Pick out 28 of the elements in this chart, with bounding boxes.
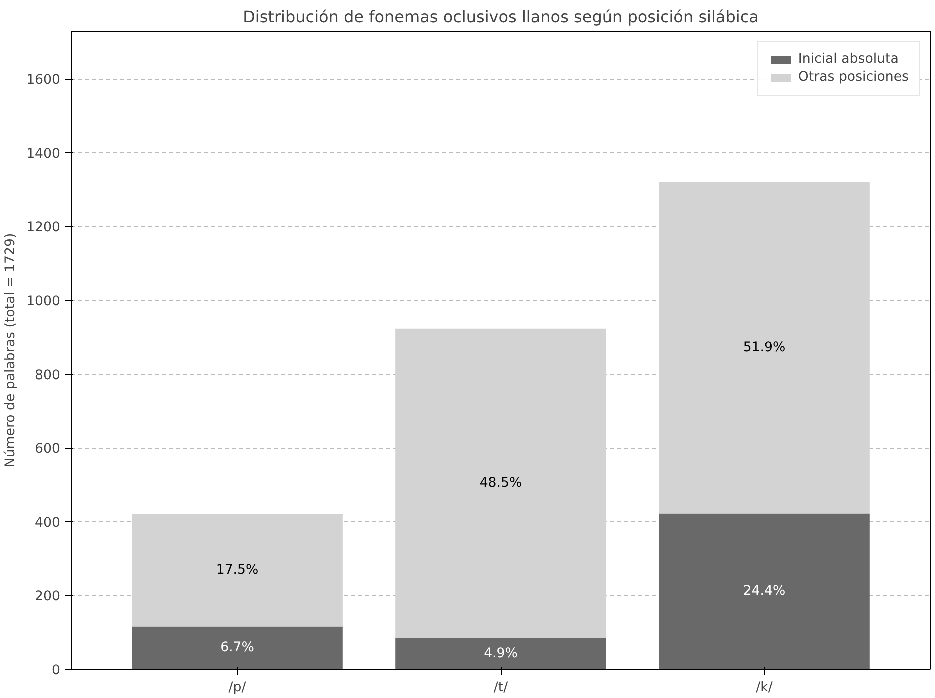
annotation: 6.7%: [220, 640, 254, 656]
legend-label: Inicial absoluta: [798, 52, 899, 67]
x-tick-label: /p/: [228, 680, 247, 696]
y-axis-title: Número de palabras (total = 1729): [4, 233, 19, 468]
y-tick-label: 400: [35, 516, 61, 531]
bar: [132, 514, 343, 627]
bar: [659, 182, 870, 514]
legend-label: Otras posiciones: [798, 70, 909, 85]
annotation: 24.4%: [743, 584, 786, 600]
annotation: 17.5%: [216, 563, 259, 578]
bar: [659, 514, 870, 670]
annotation: 51.9%: [743, 340, 786, 356]
y-tick-label: 1600: [26, 73, 61, 88]
y-tick-label: 1200: [26, 220, 61, 236]
x-tick-label: /k/: [756, 680, 774, 696]
x-tick-label: /t/: [494, 680, 509, 696]
bar: [132, 626, 343, 670]
bar: [396, 638, 606, 670]
chart-title: Distribución de fonemas oclusivos llanos según posición silábica: [243, 8, 759, 26]
annotation: 4.9%: [484, 646, 518, 662]
y-tick-label: 1400: [26, 146, 61, 162]
y-tick-label: 600: [35, 442, 61, 458]
annotation: 48.5%: [480, 476, 522, 492]
y-tick-label: 200: [35, 590, 61, 605]
bar: [396, 328, 606, 638]
y-tick-label: 1000: [26, 294, 61, 310]
y-tick-label: 0: [52, 664, 61, 678]
y-tick-label: 800: [35, 368, 61, 384]
